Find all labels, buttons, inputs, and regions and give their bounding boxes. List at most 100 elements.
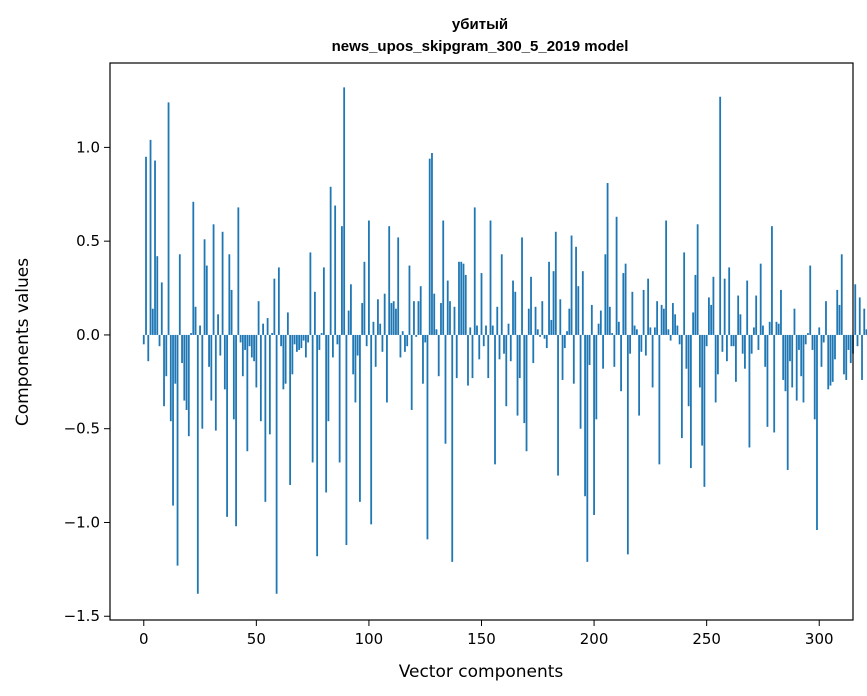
- bar-71: [302, 334, 305, 341]
- bar-108: [386, 334, 388, 403]
- bar-83: [329, 186, 332, 335]
- bar-257: [721, 334, 724, 352]
- bar-273: [757, 334, 760, 350]
- bar-26: [201, 334, 204, 429]
- bar-161: [505, 334, 508, 407]
- bar-58: [273, 278, 276, 335]
- y-axis-label: Components values: [13, 258, 33, 426]
- bar-11: [167, 102, 170, 335]
- bar-274: [759, 263, 762, 335]
- bar-121: [415, 334, 418, 337]
- bar-228: [656, 301, 659, 335]
- bar-5: [154, 160, 156, 335]
- bar-113: [397, 237, 400, 335]
- bars-group: [142, 87, 867, 594]
- bar-174: [534, 306, 537, 335]
- bar-92: [350, 284, 352, 335]
- bar-201: [595, 334, 598, 420]
- bar-85: [334, 205, 337, 335]
- bar-120: [413, 301, 415, 335]
- bar-171: [527, 308, 530, 335]
- bar-252: [710, 304, 713, 335]
- bar-69: [298, 334, 301, 350]
- bar-31: [212, 224, 215, 335]
- bar-74: [309, 252, 312, 335]
- bar-126: [426, 334, 429, 540]
- x-tick-label-100: 100: [355, 630, 384, 648]
- bar-288: [791, 334, 794, 388]
- bar-117: [406, 334, 409, 347]
- bar-250: [705, 334, 708, 347]
- bar-196: [584, 334, 586, 497]
- bar-143: [464, 274, 467, 335]
- bar-13: [172, 334, 174, 506]
- bar-16: [178, 254, 181, 335]
- bar-128: [431, 153, 433, 335]
- bar-313: [847, 334, 850, 350]
- bar-209: [613, 334, 616, 367]
- bar-254: [714, 334, 717, 403]
- bar-140: [458, 261, 460, 335]
- bar-298: [813, 334, 816, 420]
- bar-221: [640, 334, 643, 352]
- bar-275: [762, 325, 764, 335]
- bar-311: [843, 334, 845, 375]
- bar-285: [784, 334, 787, 392]
- bar-243: [689, 334, 692, 469]
- bar-124: [422, 334, 424, 384]
- bar-60: [277, 267, 280, 335]
- bar-54: [264, 334, 267, 502]
- bar-138: [453, 306, 456, 335]
- y-axis-ticks: −1.5 −1.0 −0.5 0.0 0.5 1.0: [64, 138, 110, 625]
- bar-65: [289, 334, 292, 485]
- bar-30: [210, 334, 213, 401]
- bar-14: [174, 334, 177, 384]
- bar-62: [282, 334, 285, 390]
- bar-282: [777, 323, 780, 335]
- bar-57: [271, 333, 274, 335]
- bar-206: [606, 183, 609, 335]
- bar-202: [597, 323, 600, 335]
- bar-84: [332, 334, 334, 358]
- bar-129: [433, 293, 436, 335]
- bar-133: [442, 220, 445, 335]
- bar-283: [780, 289, 782, 335]
- bar-160: [503, 334, 505, 354]
- bar-3: [149, 139, 152, 335]
- bar-222: [642, 289, 645, 335]
- bar-182: [552, 271, 555, 335]
- bar-188: [566, 331, 568, 335]
- bar-309: [838, 304, 841, 335]
- bar-235: [671, 303, 674, 335]
- bar-147: [473, 207, 476, 335]
- bar-148: [476, 325, 478, 335]
- bar-70: [300, 334, 303, 349]
- bar-1: [145, 156, 147, 335]
- bar-159: [500, 254, 503, 335]
- bar-67: [293, 334, 296, 345]
- bar-167: [518, 334, 521, 379]
- bar-293: [802, 334, 805, 403]
- bar-151: [482, 334, 485, 347]
- bar-190: [570, 235, 573, 335]
- bar-98: [363, 261, 366, 335]
- bar-216: [629, 334, 631, 354]
- bar-268: [746, 280, 749, 335]
- bar-10: [165, 334, 168, 377]
- bar-251: [708, 297, 710, 335]
- bar-73: [307, 334, 310, 343]
- bar-82: [327, 334, 330, 422]
- bar-32: [214, 334, 217, 431]
- bar-55: [266, 318, 269, 335]
- bar-91: [347, 310, 350, 335]
- bar-102: [372, 321, 375, 335]
- bar-48: [250, 334, 253, 358]
- bar-35: [221, 231, 224, 335]
- bar-90: [345, 334, 348, 545]
- x-tick-label-0: 0: [139, 630, 149, 648]
- bar-286: [786, 334, 789, 470]
- bar-25: [199, 325, 201, 335]
- bar-37: [226, 334, 228, 517]
